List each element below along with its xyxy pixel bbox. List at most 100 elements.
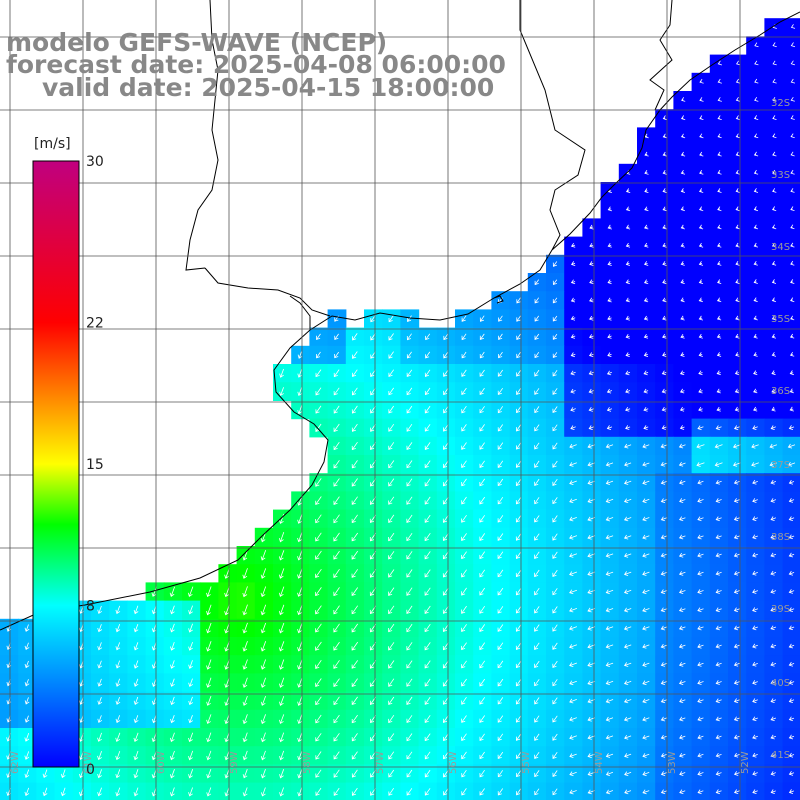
wind-arrow — [715, 479, 722, 485]
wind-arrow — [660, 680, 668, 685]
wind-arrow — [315, 623, 322, 633]
wind-arrow — [388, 587, 395, 596]
wind-arrow — [424, 788, 431, 796]
wind-arrows — [6, 24, 796, 797]
wind-arrow — [662, 333, 667, 339]
wind-arrow — [133, 732, 139, 743]
wind-arrow — [242, 769, 248, 779]
wind-arrow — [625, 388, 631, 394]
wind-arrow — [497, 551, 504, 560]
wind-arrow — [788, 498, 795, 503]
wind-arrow — [424, 605, 431, 614]
wind-arrow — [115, 642, 121, 651]
wind-arrow — [442, 514, 449, 523]
longitude-label: 62W — [10, 751, 21, 774]
forecast-date: forecast date: 2025-04-08 06:00:00 — [6, 50, 506, 79]
wind-arrow — [624, 443, 632, 449]
wind-arrow — [733, 425, 740, 431]
wind-cell — [455, 527, 474, 547]
wind-arrow — [642, 643, 650, 649]
wind-cell — [418, 418, 438, 438]
wind-arrow — [569, 716, 577, 722]
wind-arrow — [297, 622, 303, 634]
wind-arrow — [242, 641, 248, 652]
wind-arrow — [698, 315, 704, 321]
wind-cell — [509, 291, 529, 310]
wind-cell — [345, 673, 365, 693]
wind-cell — [327, 309, 347, 329]
wind-arrow — [479, 605, 486, 614]
wind-cell — [455, 491, 474, 511]
wind-cell — [364, 455, 383, 474]
wind-arrow — [260, 750, 266, 761]
wind-cell — [436, 655, 456, 674]
wind-arrow — [442, 660, 449, 669]
wind-arrow — [660, 571, 668, 576]
wind-arrow — [170, 641, 175, 651]
wind-arrow — [642, 498, 650, 504]
wind-arrow — [333, 550, 340, 560]
wind-cell — [327, 527, 347, 547]
wind-arrow — [278, 604, 285, 616]
wind-arrow — [443, 424, 449, 432]
wind-cell — [309, 364, 329, 383]
wind-arrow — [770, 661, 777, 667]
wind-arrow — [716, 297, 722, 303]
wind-cell — [527, 309, 547, 329]
wind-arrow — [733, 789, 740, 794]
wind-arrow — [660, 461, 668, 467]
wind-arrow — [661, 370, 667, 376]
wind-cell — [327, 709, 347, 729]
wind-arrow — [443, 733, 449, 742]
wind-arrow — [770, 716, 777, 722]
wind-arrow — [497, 606, 504, 614]
wind-arrow — [188, 769, 194, 779]
wind-arrow — [625, 261, 631, 266]
wind-cell — [436, 637, 456, 656]
wind-arrow — [752, 552, 758, 558]
wind-arrow — [770, 498, 777, 503]
wind-arrow — [605, 443, 614, 449]
wind-cell — [309, 691, 329, 711]
wind-arrow — [643, 261, 649, 266]
wind-cell — [509, 309, 529, 329]
colorbar-tick-label: 22 — [86, 316, 104, 332]
wind-arrow — [772, 169, 777, 175]
wind-cell — [327, 691, 347, 711]
wind-arrow — [696, 443, 705, 449]
wind-arrow — [260, 568, 267, 579]
wind-arrow — [660, 662, 668, 667]
wind-arrow — [679, 406, 685, 412]
wind-cell — [418, 691, 438, 711]
wind-arrow — [461, 351, 467, 359]
wind-arrow — [735, 78, 741, 84]
wind-cell — [436, 746, 456, 765]
wind-arrow — [242, 659, 248, 670]
wind-arrow — [680, 333, 685, 339]
wind-arrow — [569, 589, 578, 595]
wind-arrow — [188, 787, 193, 797]
wind-arrow — [772, 115, 777, 120]
wind-arrow — [406, 769, 413, 778]
wind-cell — [455, 418, 474, 438]
wind-cell — [546, 673, 565, 693]
wind-arrow — [788, 789, 795, 794]
wind-arrow — [315, 405, 322, 414]
colorbar-tick-label: 15 — [86, 457, 104, 473]
wind-arrow — [697, 680, 704, 685]
wind-arrow — [388, 496, 395, 505]
wind-arrow — [315, 514, 322, 524]
wind-arrow — [552, 460, 558, 468]
wind-arrow — [534, 551, 540, 559]
wind-arrow — [624, 734, 632, 740]
wind-arrow — [497, 697, 504, 705]
wind-arrow — [297, 695, 303, 706]
wind-arrow — [698, 224, 704, 230]
wind-arrow — [642, 480, 650, 485]
wind-arrow — [753, 133, 759, 139]
wind-arrow — [753, 169, 759, 175]
wind-arrow — [133, 605, 139, 615]
wind-cell — [473, 382, 492, 401]
wind-arrow — [351, 769, 358, 778]
wind-arrow — [771, 315, 777, 321]
